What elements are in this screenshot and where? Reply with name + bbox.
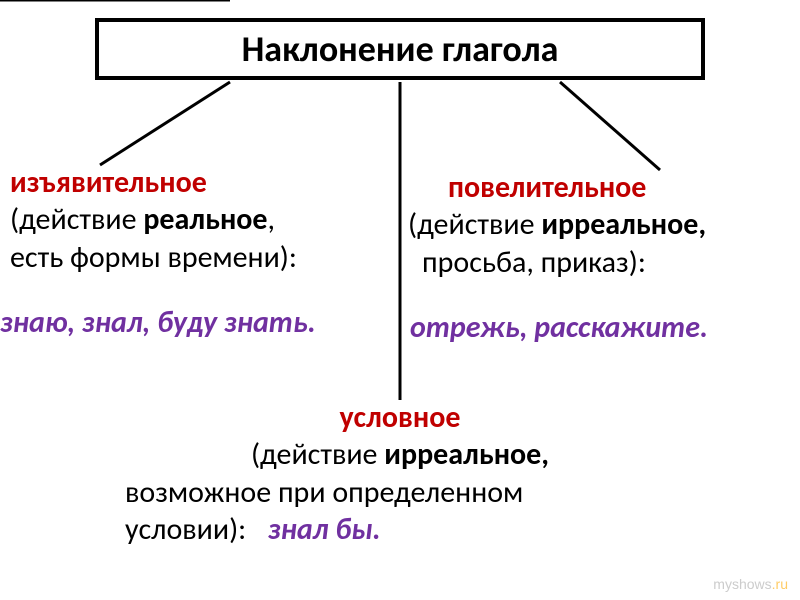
- imperative-desc-2: просьба, приказ):: [408, 244, 783, 282]
- watermark-my: my: [713, 576, 732, 592]
- connector-line-left: [100, 82, 230, 165]
- title-box: Наклонение глагола: [95, 18, 705, 80]
- indicative-desc-1b: реальное: [143, 201, 267, 238]
- indicative-heading: изъявительное: [10, 164, 207, 201]
- imperative-desc-1a: (действие: [408, 206, 541, 243]
- indicative-desc-1c: ,: [268, 201, 276, 238]
- conditional-desc-3: условии):: [125, 511, 246, 548]
- watermark: myshows.ru: [713, 576, 788, 592]
- branch-conditional: условное (действие ирреальное, возможное…: [120, 400, 680, 549]
- connector-line-right: [560, 82, 660, 170]
- branch-indicative: изъявительное (действие реальное, есть ф…: [10, 165, 380, 276]
- indicative-desc-1a: (действие: [10, 201, 143, 238]
- conditional-desc-2: возможное при определенном: [120, 474, 680, 512]
- indicative-desc-1: (действие реальное,: [10, 201, 380, 239]
- conditional-desc-1: (действие ирреальное,: [120, 436, 680, 474]
- conditional-example: знал бы.: [268, 511, 381, 548]
- indicative-desc-2: есть формы времени):: [10, 239, 380, 277]
- conditional-heading: условное: [340, 399, 461, 436]
- imperative-example: отрежь, расскажите.: [410, 310, 708, 346]
- conditional-desc-1a: (действие: [251, 436, 384, 473]
- imperative-desc-1: (действие ирреальное,: [408, 206, 783, 244]
- watermark-shows: shows: [732, 576, 772, 592]
- watermark-ru: .ru: [772, 576, 788, 592]
- indicative-example: знаю, знал, буду знать.: [0, 305, 316, 341]
- branch-imperative: повелительное (действие ирреальное, прос…: [408, 170, 783, 281]
- imperative-desc-1b: ирреальное,: [541, 206, 706, 243]
- diagram-title: Наклонение глагола: [242, 27, 559, 71]
- conditional-desc-1b: ирреальное,: [384, 436, 549, 473]
- imperative-heading: повелительное: [448, 169, 646, 206]
